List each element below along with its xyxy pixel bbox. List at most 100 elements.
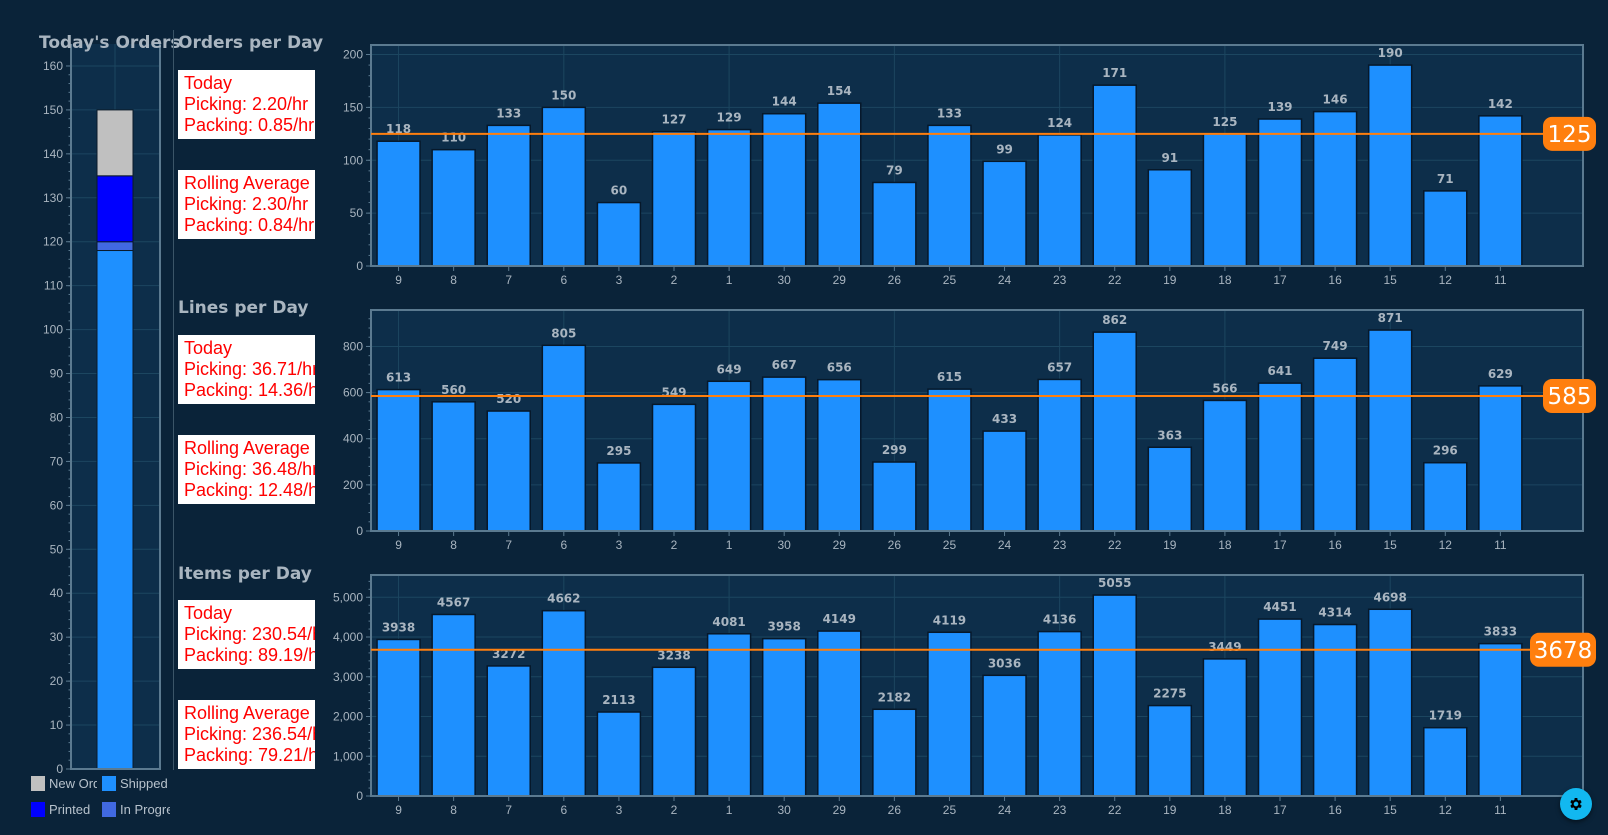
items-data-label: 3449 bbox=[1208, 640, 1241, 654]
x-tick-label: 1 bbox=[726, 538, 733, 552]
x-tick-label: 12 bbox=[1439, 273, 1453, 287]
lines-data-label: 749 bbox=[1323, 339, 1348, 353]
y-tick-label: 0 bbox=[356, 789, 363, 803]
orders-data-label: 99 bbox=[996, 142, 1013, 156]
legend-swatch bbox=[31, 776, 45, 791]
x-tick-label: 2 bbox=[671, 803, 678, 817]
y-tick-label: 200 bbox=[343, 478, 363, 492]
y-tick-label: 120 bbox=[43, 235, 63, 249]
lines-rolling-rate-box: Rolling Average Picking: 36.48/hr Packin… bbox=[178, 435, 315, 504]
items-data-label: 2182 bbox=[878, 690, 911, 704]
lines-data-label: 871 bbox=[1378, 311, 1403, 325]
orders-average-value: 125 bbox=[1548, 122, 1592, 148]
x-tick-label: 6 bbox=[560, 273, 567, 287]
x-tick-label: 19 bbox=[1163, 273, 1177, 287]
x-tick-label: 16 bbox=[1328, 273, 1342, 287]
legend-item-in-progress[interactable]: In Progress bbox=[102, 802, 170, 817]
orders-data-label: 124 bbox=[1047, 116, 1072, 130]
lines-bar bbox=[1367, 329, 1413, 532]
x-tick-label: 24 bbox=[998, 803, 1012, 817]
lines-bar bbox=[486, 410, 531, 532]
items-bar bbox=[431, 613, 476, 797]
orders-data-label: 139 bbox=[1267, 100, 1292, 114]
x-tick-label: 8 bbox=[450, 803, 457, 817]
x-tick-label: 23 bbox=[1053, 273, 1067, 287]
x-tick-label: 16 bbox=[1328, 803, 1342, 817]
orders-bar bbox=[1478, 115, 1523, 267]
lines-data-label: 299 bbox=[882, 443, 907, 457]
lines-bar bbox=[431, 401, 476, 532]
y-tick-label: 110 bbox=[44, 279, 63, 293]
x-tick-label: 12 bbox=[1439, 538, 1453, 552]
x-tick-label: 3 bbox=[616, 803, 623, 817]
x-tick-label: 8 bbox=[450, 538, 457, 552]
x-tick-label: 16 bbox=[1328, 538, 1342, 552]
items-bar bbox=[1257, 618, 1303, 797]
y-tick-label: 2,000 bbox=[333, 710, 363, 724]
x-tick-label: 25 bbox=[943, 538, 957, 552]
stacked-bar-printed bbox=[96, 175, 134, 243]
y-tick-label: 3,000 bbox=[333, 670, 363, 684]
panel-divider bbox=[173, 30, 174, 770]
stacked-bar-shipped bbox=[96, 250, 134, 770]
items-bar bbox=[872, 708, 917, 797]
rate-heading: Today bbox=[184, 338, 233, 358]
x-tick-label: 30 bbox=[778, 803, 792, 817]
y-tick-label: 200 bbox=[343, 48, 363, 62]
items-bar bbox=[1312, 623, 1358, 797]
legend-item-shipped[interactable]: Shipped bbox=[102, 776, 170, 791]
orders-bar bbox=[761, 112, 807, 267]
items-data-label: 3938 bbox=[382, 620, 415, 634]
y-tick-label: 0 bbox=[356, 524, 363, 538]
lines-data-label: 615 bbox=[937, 370, 962, 384]
orders-rolling-rate-box: Rolling Average Picking: 2.30/hr Packing… bbox=[178, 170, 315, 239]
orders-bar bbox=[431, 148, 476, 267]
lines-bar bbox=[1478, 385, 1523, 532]
settings-button[interactable] bbox=[1560, 788, 1592, 820]
x-tick-label: 7 bbox=[505, 803, 512, 817]
y-tick-label: 80 bbox=[50, 410, 64, 424]
x-tick-label: 22 bbox=[1108, 538, 1122, 552]
lines-data-label: 805 bbox=[551, 326, 576, 340]
items-data-label: 2275 bbox=[1153, 687, 1186, 701]
lines-bar bbox=[982, 430, 1027, 532]
orders-average-badge bbox=[1543, 116, 1596, 151]
items-today-rate-box: Today Picking: 230.54/hr Packing: 89.19/… bbox=[178, 600, 315, 669]
y-tick-label: 150 bbox=[43, 103, 63, 117]
items-bar bbox=[927, 631, 972, 797]
items-data-label: 4698 bbox=[1373, 590, 1406, 604]
orders-data-label: 133 bbox=[496, 106, 521, 120]
packing-rate: Packing: 14.36/hr bbox=[184, 380, 315, 400]
picking-rate: Picking: 2.30/hr bbox=[184, 194, 309, 214]
orders-bar bbox=[817, 102, 862, 267]
legend-swatch bbox=[102, 802, 116, 817]
rate-heading: Today bbox=[184, 603, 233, 623]
orders-bar bbox=[1257, 118, 1303, 267]
lines-data-label: 656 bbox=[827, 361, 852, 375]
lines-per-day-title: Lines per Day bbox=[178, 298, 309, 318]
x-tick-label: 26 bbox=[888, 803, 902, 817]
y-tick-label: 40 bbox=[50, 586, 64, 600]
y-tick-label: 400 bbox=[343, 432, 363, 446]
picking-rate: Picking: 36.48/hr bbox=[184, 459, 315, 479]
orders-per-day-title: Orders per Day bbox=[178, 33, 324, 53]
y-tick-label: 5,000 bbox=[333, 590, 363, 604]
x-tick-label: 9 bbox=[395, 273, 402, 287]
rate-heading: Today bbox=[184, 73, 233, 93]
lines-data-label: 613 bbox=[386, 371, 411, 385]
orders-data-label: 142 bbox=[1488, 97, 1513, 111]
items-bar bbox=[596, 711, 642, 797]
x-tick-label: 19 bbox=[1163, 803, 1177, 817]
y-tick-label: 20 bbox=[50, 674, 64, 688]
lines-bar bbox=[1257, 382, 1303, 532]
lines-data-label: 295 bbox=[606, 444, 631, 458]
items-data-label: 2113 bbox=[602, 693, 635, 707]
x-tick-label: 25 bbox=[943, 803, 957, 817]
items-data-label: 3238 bbox=[657, 648, 690, 662]
legend-item-printed[interactable]: Printed bbox=[31, 802, 97, 817]
orders-data-label: 150 bbox=[551, 88, 576, 102]
legend-item-new-orders[interactable]: New Orders bbox=[31, 776, 97, 791]
legend-swatch bbox=[31, 802, 45, 817]
y-tick-label: 50 bbox=[350, 206, 364, 220]
